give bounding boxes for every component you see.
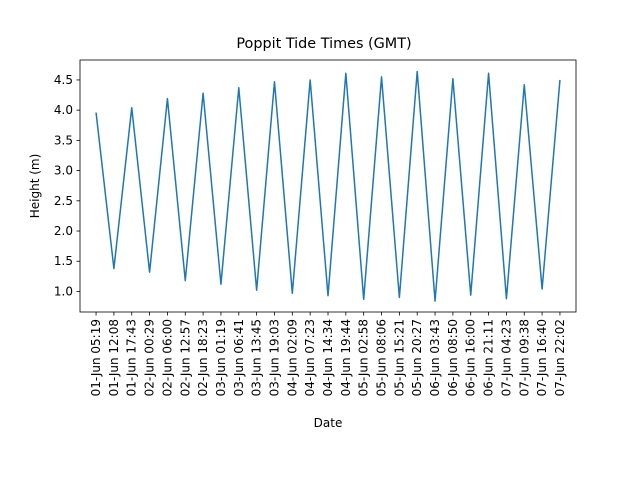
- x-tick-label: 04-Jun 19:44: [339, 319, 353, 396]
- x-tick-label: 02-Jun 00:29: [143, 319, 157, 396]
- x-axis-title: Date: [314, 416, 343, 430]
- x-tick-label: 04-Jun 14:34: [321, 319, 335, 396]
- y-tick-label: 3.5: [54, 133, 73, 147]
- x-tick-label: 02-Jun 18:23: [196, 319, 210, 396]
- y-tick-label: 4.5: [54, 73, 73, 87]
- x-tick-label: 05-Jun 15:21: [392, 319, 406, 396]
- x-tick-label: 03-Jun 06:41: [232, 319, 246, 396]
- x-tick-label: 01-Jun 05:19: [89, 319, 103, 396]
- x-tick-label: 03-Jun 13:45: [250, 319, 264, 396]
- y-axis-title: Height (m): [28, 154, 42, 219]
- x-tick-label: 06-Jun 08:50: [446, 319, 460, 396]
- y-tick-label: 2.0: [54, 224, 73, 238]
- x-tick-label: 06-Jun 21:11: [482, 319, 496, 396]
- x-tick-label: 03-Jun 19:03: [267, 319, 281, 396]
- plot-area: 1.0 1.5 2.0 2.5 3.0 3.5 4.0 4.5 01-Jun 05:19 01-J…: [54, 59, 577, 396]
- x-tick-label: 03-Jun 01:19: [214, 319, 228, 396]
- x-tick-label: 02-Jun 12:57: [178, 319, 192, 396]
- series-line-0: [95, 70, 561, 302]
- y-tick-label: 3.0: [54, 164, 73, 178]
- y-tick-label: 1.0: [54, 284, 73, 298]
- x-tick-label: 04-Jun 07:23: [303, 319, 317, 396]
- x-tick-label: 05-Jun 08:06: [375, 319, 389, 396]
- x-tick-label: 01-Jun 17:43: [125, 319, 139, 396]
- x-tick-label: 04-Jun 02:09: [285, 319, 299, 396]
- x-tick-label: 07-Jun 09:38: [517, 319, 531, 396]
- y-tick-label: 2.5: [54, 194, 73, 208]
- chart-title: Poppit Tide Times (GMT): [236, 36, 411, 52]
- x-tick-label: 02-Jun 06:00: [160, 319, 174, 396]
- x-tick-label: 07-Jun 16:40: [535, 319, 549, 396]
- x-tick-label: 06-Jun 16:00: [464, 319, 478, 396]
- axes-frame: [79, 59, 577, 313]
- x-tick-label: 05-Jun 20:27: [410, 319, 424, 396]
- y-tick-label: 4.0: [54, 103, 73, 117]
- x-tick-label: 07-Jun 22:02: [553, 319, 567, 396]
- x-tick-label: 06-Jun 03:43: [428, 319, 442, 396]
- y-tick-label: 1.5: [54, 254, 73, 268]
- x-tick-label: 01-Jun 12:08: [107, 319, 121, 396]
- x-tick-label: 05-Jun 02:58: [357, 319, 371, 396]
- x-tick-label: 07-Jun 04:23: [499, 319, 513, 396]
